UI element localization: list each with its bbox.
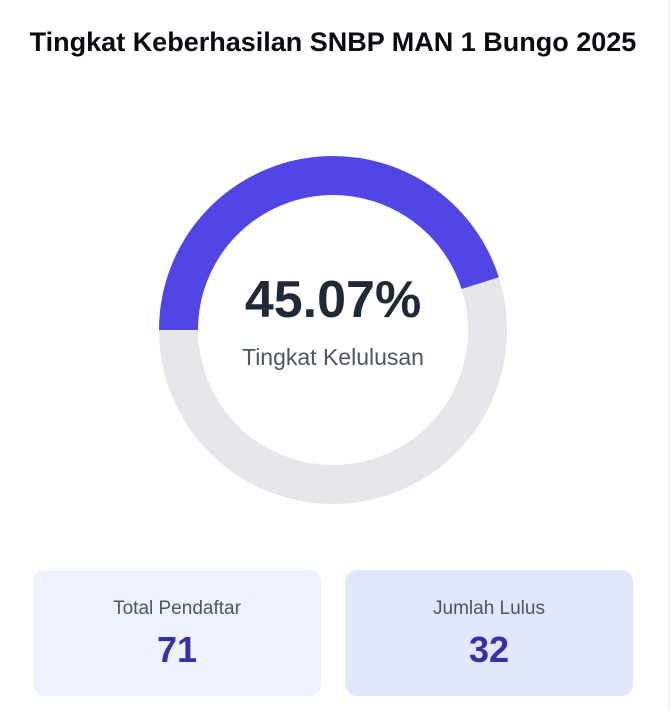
gauge-filled-arc (159, 156, 507, 504)
stat-label: Total Pendaftar (113, 598, 241, 619)
stat-value: 71 (156, 629, 198, 670)
stat-card-total-applicants: Total Pendaftar 71 (33, 570, 321, 696)
stat-value: 32 (468, 629, 510, 670)
pass-rate-label: Tingkat Kelulusan (242, 344, 424, 370)
chart-title: Tingkat Keberhasilan SNBP MAN 1 Bungo 20… (29, 27, 637, 57)
doughnut-chart (159, 156, 507, 504)
pass-rate-gauge: 45.07% Tingkat Kelulusan (159, 156, 507, 504)
pass-rate-value: 45.07% (244, 271, 422, 329)
stat-card-passed: Jumlah Lulus 32 (345, 570, 633, 696)
gauge-center: 45.07% Tingkat Kelulusan (159, 156, 507, 504)
stat-label: Jumlah Lulus (433, 598, 545, 619)
